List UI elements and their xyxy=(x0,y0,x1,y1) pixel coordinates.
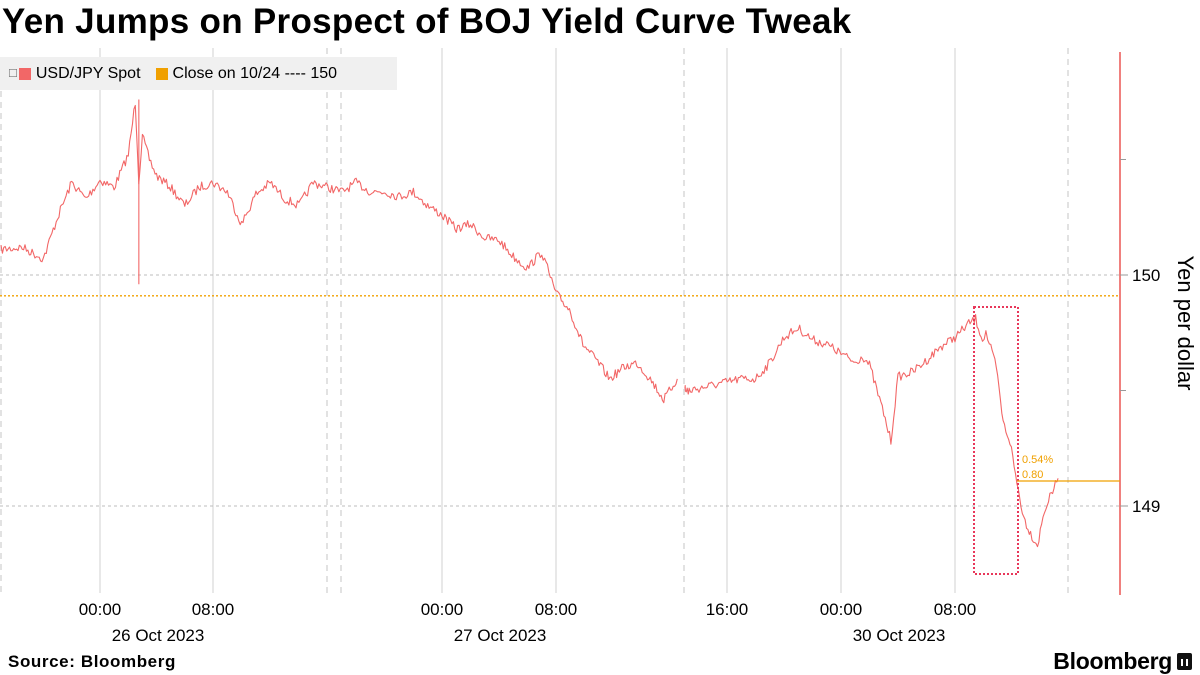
brand-name: Bloomberg xyxy=(1053,648,1172,674)
x-tick-label: 08:00 xyxy=(535,600,578,619)
annotation-label: 0.80 xyxy=(1022,469,1043,481)
x-tick-label: 16:00 xyxy=(706,600,749,619)
x-tick-label: 08:00 xyxy=(192,600,235,619)
x-tick-label: 00:00 xyxy=(820,600,863,619)
legend-item-close[interactable]: Close on 10/24 ---- 150 xyxy=(155,64,338,83)
x-date-label: 26 Oct 2023 xyxy=(112,626,205,645)
x-tick-label: 08:00 xyxy=(934,600,977,619)
annotation-label: 0.54% xyxy=(1022,454,1053,466)
series-line-usdjpy xyxy=(684,314,1059,548)
source-note: Source: Bloomberg xyxy=(8,652,176,671)
series-line-usdjpy xyxy=(0,104,678,404)
y-tick-label: 150 xyxy=(1132,266,1160,285)
chart-legend: ☐ USD/JPY Spot Close on 10/24 ---- 150 xyxy=(0,57,397,90)
legend-swatch-usdjpy xyxy=(18,67,31,80)
y-tick-label: 149 xyxy=(1132,497,1160,516)
chart-title: Yen Jumps on Prospect of BOJ Yield Curve… xyxy=(2,2,852,41)
x-date-label: 27 Oct 2023 xyxy=(454,626,547,645)
legend-swatch-close xyxy=(155,67,168,80)
legend-label-close: Close on 10/24 ---- 150 xyxy=(172,64,338,82)
x-tick-label: 00:00 xyxy=(421,600,464,619)
x-tick-label: 00:00 xyxy=(79,600,122,619)
bloomberg-terminal-icon xyxy=(1177,653,1192,670)
legend-item-usdjpy[interactable]: USD/JPY Spot xyxy=(18,64,141,83)
y-axis-title: Yen per dollar xyxy=(1173,256,1198,391)
pin-icon[interactable]: ☐ xyxy=(8,68,18,80)
legend-label-usdjpy: USD/JPY Spot xyxy=(35,64,141,82)
brand-logo: Bloomberg xyxy=(1053,648,1192,675)
x-date-label: 30 Oct 2023 xyxy=(853,626,946,645)
highlight-box xyxy=(973,306,1019,575)
